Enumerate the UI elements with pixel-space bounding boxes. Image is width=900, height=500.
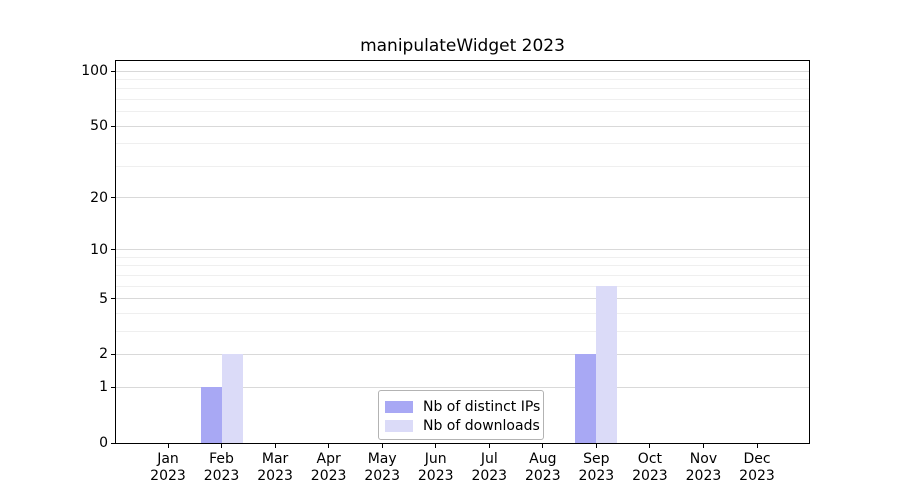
y-tick-mark [111,386,115,388]
x-tick-mark [381,444,383,448]
x-tick-year: 2023 [578,468,615,484]
y-gridline-major [116,197,809,199]
x-tick-label: Mar 2023 [233,451,317,485]
x-tick-year: 2023 [417,468,454,484]
x-tick-label: Sep 2023 [554,451,638,485]
x-tick-mark [221,444,223,448]
x-tick-label: Dec 2023 [715,451,799,485]
y-gridline-major [116,298,809,300]
x-tick-label: Oct 2023 [608,451,692,485]
legend: Nb of distinct IPs Nb of downloads [378,390,544,440]
y-tick-label: 50 [90,118,108,135]
y-tick-mark [111,249,115,251]
x-tick-month: Jun [424,451,447,467]
x-tick-month: Sep [583,451,610,467]
y-gridline-major [116,125,809,127]
y-gridline-minor [116,111,809,113]
bar [200,387,222,443]
x-tick-mark [756,444,758,448]
y-gridline-major [116,249,809,251]
y-gridline-minor [116,256,809,258]
legend-item: Nb of downloads [385,416,540,435]
y-gridline-minor [116,165,809,167]
x-tick-label: Feb 2023 [180,451,264,485]
y-gridline-minor [116,285,809,287]
bar [596,286,618,443]
x-tick-label: Aug 2023 [501,451,585,485]
x-tick-label: Jul 2023 [447,451,531,485]
x-tick-mark [595,444,597,448]
y-tick-label: 0 [99,435,108,451]
x-tick-month: Oct [637,451,663,467]
x-tick-month: Aug [529,451,557,467]
y-tick-label: 5 [99,290,108,307]
x-tick-year: 2023 [203,468,240,484]
y-tick-mark [111,197,115,199]
x-tick-year: 2023 [739,468,775,484]
y-gridline-major [116,353,809,355]
x-tick-mark [328,444,330,448]
x-tick-year: 2023 [150,468,186,484]
x-tick-label: Apr 2023 [287,451,371,485]
y-tick-label: 20 [90,189,108,206]
bar [575,354,597,443]
y-gridline-minor [116,143,809,145]
y-tick-label: 100 [81,63,108,80]
y-gridline-minor [116,274,809,276]
x-tick-month: May [367,451,397,467]
x-tick-mark [167,444,169,448]
y-tick-label: 2 [99,346,108,363]
legend-label: Nb of distinct IPs [423,398,541,415]
x-tick-month: Jan [157,451,179,467]
x-tick-label: May 2023 [340,451,424,485]
y-gridline-minor [116,330,809,332]
x-tick-year: 2023 [632,468,668,484]
legend-label: Nb of downloads [423,417,540,434]
x-tick-mark [702,444,704,448]
x-tick-label: Jan 2023 [126,451,210,485]
y-tick-label: 10 [90,241,108,258]
x-tick-month: Mar [261,451,289,467]
x-tick-year: 2023 [364,468,400,484]
y-gridline-major [116,70,809,72]
legend-item: Nb of distinct IPs [385,397,541,416]
y-gridline-minor [116,99,809,100]
x-tick-year: 2023 [471,468,508,484]
y-gridline-major [116,386,809,388]
x-tick-year: 2023 [257,468,293,484]
x-tick-month: Nov [689,451,718,467]
x-tick-label: Jun 2023 [394,451,478,485]
y-tick-mark [111,298,115,300]
legend-swatch [385,419,413,432]
y-tick-mark [111,442,115,444]
y-tick-label: 1 [99,379,108,396]
x-tick-mark [649,444,651,448]
x-tick-mark [274,444,276,448]
x-tick-month: Dec [743,451,771,467]
x-tick-month: Jul [480,451,498,467]
x-tick-mark [488,444,490,448]
x-tick-mark [435,444,437,448]
legend-swatch [385,400,413,413]
y-gridline-minor [116,265,809,267]
y-tick-mark [111,70,115,72]
x-tick-label: Nov 2023 [661,451,745,485]
chart-title: manipulateWidget 2023 [360,36,565,56]
x-tick-year: 2023 [524,468,561,484]
y-gridline-minor [116,79,809,80]
bar [221,354,243,443]
x-tick-month: Apr [316,451,341,467]
x-tick-month: Feb [209,451,234,467]
y-gridline-minor [116,88,809,90]
y-gridline-minor [116,312,809,314]
x-tick-mark [542,444,544,448]
y-tick-mark [111,353,115,355]
x-tick-year: 2023 [685,468,722,484]
y-tick-mark [111,125,115,127]
x-tick-year: 2023 [310,468,347,484]
plot-area [115,60,810,444]
